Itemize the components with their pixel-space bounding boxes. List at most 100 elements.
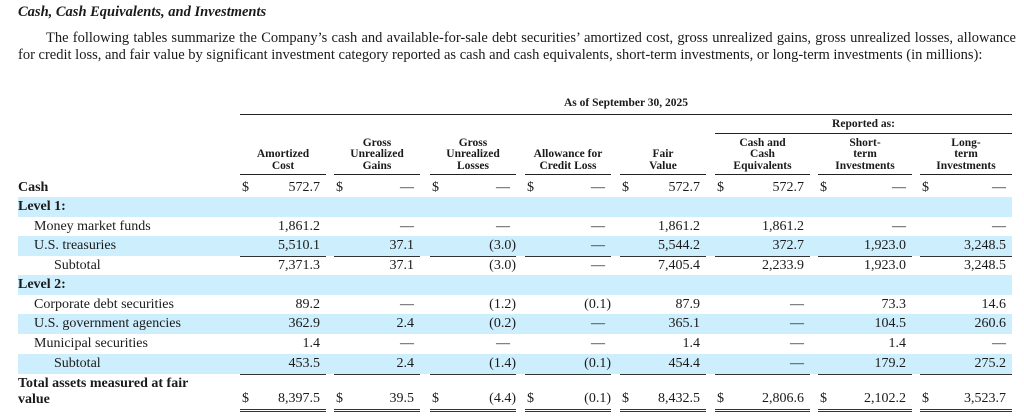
cell-value: 104.5 — [874, 316, 907, 331]
reported-as-header: Reported as: — [832, 118, 895, 130]
column-header-line: term — [853, 148, 877, 160]
table-cell: 1.4 — [240, 334, 326, 355]
column-header: Gross Unrealized Losses — [430, 136, 516, 173]
cell-value: — — [992, 180, 1006, 195]
column-header: Cash and Cash Equivalents — [715, 136, 810, 173]
cell-value: 3,523.7 — [964, 391, 1006, 406]
table-cell: 7,371.3 — [240, 256, 326, 277]
cell-value: (4.4) — [489, 391, 516, 406]
table-cell: (1.4) — [430, 354, 516, 375]
table-row: Municipal securities 1.4 — — — 1.4 — 1.4 — — [18, 334, 1012, 355]
cell-value: 87.9 — [675, 297, 701, 312]
currency-symbol: $ — [922, 180, 929, 195]
cell-value: — — [591, 258, 605, 273]
row-label: Subtotal — [54, 356, 101, 371]
cell-value: 453.5 — [288, 356, 321, 371]
cell-value: 372.7 — [772, 238, 805, 253]
table-cell: 2.4 — [334, 314, 420, 334]
table-cell: $8,432.5 — [620, 389, 706, 412]
cell-value: 2,806.6 — [762, 391, 804, 406]
column-header-rule — [715, 174, 810, 175]
total-row: $8,397.5 $39.5 $ (4.4) $ (0.1) $8,432.5 $2,806.… — [18, 389, 1012, 412]
period-rule — [240, 114, 1012, 115]
cell-value: 2.4 — [396, 356, 415, 371]
table-cell: 3,248.5 — [920, 236, 1012, 257]
cell-value: 89.2 — [295, 297, 321, 312]
cell-value: 37.1 — [389, 258, 415, 273]
cell-value: 1,923.0 — [864, 238, 906, 253]
cell-value: — — [496, 336, 510, 351]
currency-symbol: $ — [820, 180, 827, 195]
cell-value: (3.0) — [489, 258, 516, 273]
table-cell: 7,405.4 — [620, 256, 706, 277]
cell-value: (1.2) — [489, 297, 516, 312]
table-cell: 2,233.9 — [715, 256, 810, 277]
total-label: Total assets measured at fair value — [18, 376, 238, 408]
column-header-line: Cash and — [739, 136, 786, 149]
table-cell: — — [920, 334, 1012, 355]
row-label: Level 1: — [18, 199, 66, 214]
cell-value: 2.4 — [396, 316, 415, 331]
column-header-line: Investments — [936, 159, 996, 172]
column-header-rule — [620, 174, 706, 175]
total-label-line-2: value — [18, 392, 50, 407]
currency-symbol: $ — [432, 180, 439, 195]
table-cell: $ — — [334, 178, 420, 198]
column-header-line: Investments — [835, 159, 895, 172]
cell-value: 1,861.2 — [658, 219, 700, 234]
cell-value: — — [790, 336, 804, 351]
table-cell: — — [334, 334, 420, 355]
section-row: Level 1: — [18, 197, 1012, 217]
cell-value: 572.7 — [288, 180, 321, 195]
currency-symbol: $ — [717, 391, 724, 406]
table-cell: 104.5 — [818, 314, 912, 334]
column-header-line: Short- — [849, 136, 881, 149]
cell-value: — — [400, 180, 414, 195]
table-cell: 73.3 — [818, 295, 912, 315]
table-cell: 1.4 — [818, 334, 912, 355]
table-cell: — — [525, 236, 611, 257]
column-header-line: Gross — [458, 136, 488, 149]
column-header-rule — [334, 174, 420, 175]
table-row: Cash $572.7 $ — $ — $ — $572.7 $572.7 $ — $ — — [18, 178, 1012, 198]
row-label: Subtotal — [54, 258, 101, 273]
column-header: Gross Unrealized Gains — [334, 136, 420, 173]
table-cell: $ — — [430, 178, 516, 198]
cell-value: — — [496, 180, 510, 195]
column-header: Fair Value — [620, 148, 706, 172]
cell-value: — — [790, 356, 804, 371]
column-header-line: Gross — [362, 136, 392, 149]
currency-symbol: $ — [527, 180, 534, 195]
table-cell: 365.1 — [620, 314, 706, 334]
cell-value: 1.4 — [302, 336, 321, 351]
row-label: U.S. treasuries — [34, 238, 117, 253]
table-cell: 1,923.0 — [818, 256, 912, 277]
row-label: U.S. government agencies — [34, 316, 181, 331]
cell-value: 7,371.3 — [278, 258, 320, 273]
cell-value: (0.1) — [584, 297, 611, 312]
table-cell: 1.4 — [620, 334, 706, 355]
column-header-line: Equivalents — [733, 159, 792, 172]
table-cell: 1,861.2 — [715, 217, 810, 237]
table-cell: $3,523.7 — [920, 389, 1012, 412]
subtotal-row: Subtotal 453.5 2.4 (1.4) (0.1) 454.4 — 179.2 275… — [18, 354, 1012, 375]
column-header-line: term — [954, 148, 978, 160]
column-header-rule — [525, 174, 611, 175]
cell-value: 14.6 — [981, 297, 1007, 312]
table-cell: $ — — [525, 178, 611, 198]
cell-value: — — [992, 336, 1006, 351]
column-header-rule — [240, 174, 326, 175]
table-cell: — — [525, 314, 611, 334]
table-cell: 454.4 — [620, 354, 706, 375]
table-cell: $572.7 — [620, 178, 706, 198]
currency-symbol: $ — [432, 391, 439, 406]
currency-symbol: $ — [820, 391, 827, 406]
table-cell: 14.6 — [920, 295, 1012, 315]
cell-value: — — [400, 297, 414, 312]
period-header: As of September 30, 2025 — [563, 97, 689, 109]
column-header-line: Credit Loss — [539, 159, 597, 172]
cell-value: 5,544.2 — [658, 238, 700, 253]
cell-value: 8,432.5 — [658, 391, 700, 406]
cell-value: 179.2 — [874, 356, 907, 371]
table-cell: 260.6 — [920, 314, 1012, 334]
